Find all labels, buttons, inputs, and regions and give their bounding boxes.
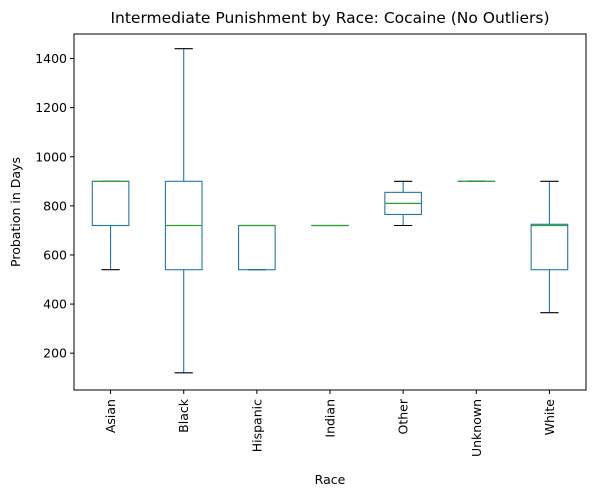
box-series <box>91 48 569 374</box>
box-black <box>164 48 203 374</box>
x-tick-label: White <box>542 399 557 436</box>
x-axis: Asian Black Hispanic Indian Other Unknown Whit… <box>103 390 557 457</box>
y-tick-label: 1000 <box>35 149 67 164</box>
x-axis-label: Race <box>315 472 346 487</box>
plot-frame <box>73 33 587 391</box>
y-tick-label: 600 <box>43 247 67 262</box>
y-axis-label: Probation in Days <box>8 157 23 267</box>
x-tick-label: Indian <box>323 399 338 438</box>
y-tick-label: 1400 <box>35 51 67 66</box>
y-tick-label: 200 <box>43 346 67 361</box>
y-tick-label: 400 <box>43 297 67 312</box>
box-hispanic <box>238 224 276 271</box>
x-tick-label: Black <box>176 398 191 433</box>
y-tick-label: 800 <box>43 198 67 213</box>
x-tick-label: Hispanic <box>249 399 264 452</box>
x-tick-label: Asian <box>103 399 118 433</box>
iqr-box <box>530 223 569 271</box>
iqr-box <box>238 224 276 271</box>
x-tick-label: Unknown <box>469 399 484 457</box>
y-axis: 200 400 600 800 1000 1200 1400 <box>35 51 74 361</box>
y-tick-label: 1200 <box>35 100 67 115</box>
x-tick-label: Other <box>396 398 411 434</box>
box-asian <box>91 180 130 271</box>
iqr-box <box>91 180 130 227</box>
box-other <box>384 180 422 227</box>
chart-title: Intermediate Punishment by Race: Cocaine… <box>110 9 549 27</box>
box-white <box>530 180 569 314</box>
